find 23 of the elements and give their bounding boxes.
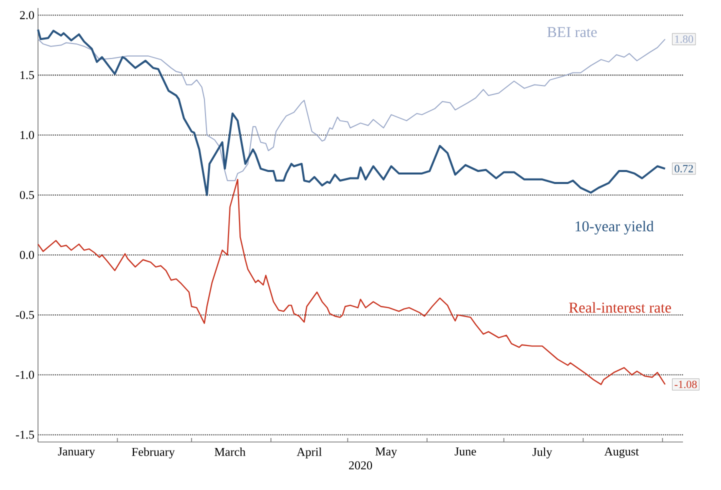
data-label: -1.08: [674, 380, 697, 388]
text: Real-interest rate: [569, 302, 672, 313]
y-tick-label: 0.5: [20, 190, 34, 200]
x-tick-label: January: [58, 448, 96, 458]
x-tick-label: February: [132, 448, 175, 458]
x-tick-label: May: [375, 448, 398, 458]
x-tick-label: August: [604, 448, 639, 458]
y-tick-label: -1.5: [16, 430, 34, 439]
data-label: 0.72: [674, 164, 693, 172]
y-tick-label: -1.0: [16, 370, 34, 379]
x-tick-label: March: [214, 448, 246, 456]
y-tick-label: 0.0: [20, 250, 34, 260]
data-label: 1.80: [675, 35, 694, 43]
x-tick-label: June: [454, 448, 476, 456]
y-tick-label: 2.0: [20, 11, 34, 20]
series-label: BEI rate: [547, 27, 597, 38]
y-tick-label: 1.0: [20, 130, 34, 140]
x-axis-title: 2020: [349, 461, 372, 470]
x-tick-label: July: [532, 448, 552, 458]
y-tick-label: -0.5: [16, 310, 34, 319]
text: 10-year yield: [576, 220, 654, 234]
y-tick-label: 1.5: [20, 71, 34, 80]
x-tick-label: April: [296, 448, 322, 458]
